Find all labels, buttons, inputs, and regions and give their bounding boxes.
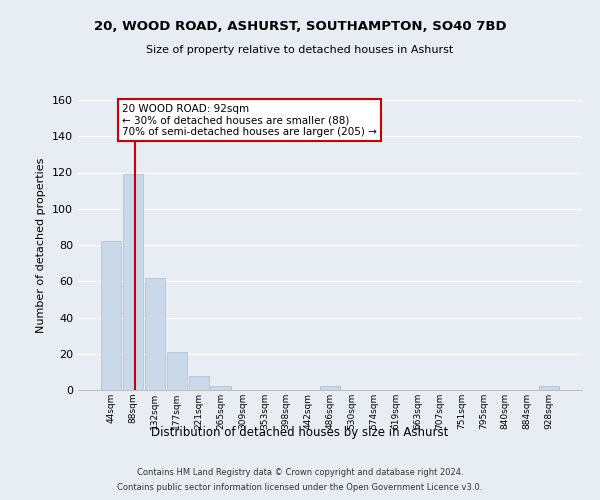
Bar [211, 386, 230, 390]
Bar [145, 278, 165, 390]
Y-axis label: Number of detached properties: Number of detached properties [37, 158, 46, 332]
Bar [101, 242, 121, 390]
Text: 20, WOOD ROAD, ASHURST, SOUTHAMPTON, SO40 7BD: 20, WOOD ROAD, ASHURST, SOUTHAMPTON, SO4… [94, 20, 506, 33]
Text: Contains public sector information licensed under the Open Government Licence v3: Contains public sector information licen… [118, 483, 482, 492]
Text: 20 WOOD ROAD: 92sqm
← 30% of detached houses are smaller (88)
70% of semi-detach: 20 WOOD ROAD: 92sqm ← 30% of detached ho… [122, 104, 377, 137]
Bar [167, 352, 187, 390]
Bar [539, 386, 559, 390]
Text: Size of property relative to detached houses in Ashurst: Size of property relative to detached ho… [146, 45, 454, 55]
Text: Contains HM Land Registry data © Crown copyright and database right 2024.: Contains HM Land Registry data © Crown c… [137, 468, 463, 477]
Bar [188, 376, 209, 390]
Bar [123, 174, 143, 390]
Text: Distribution of detached houses by size in Ashurst: Distribution of detached houses by size … [151, 426, 449, 439]
Bar [320, 386, 340, 390]
